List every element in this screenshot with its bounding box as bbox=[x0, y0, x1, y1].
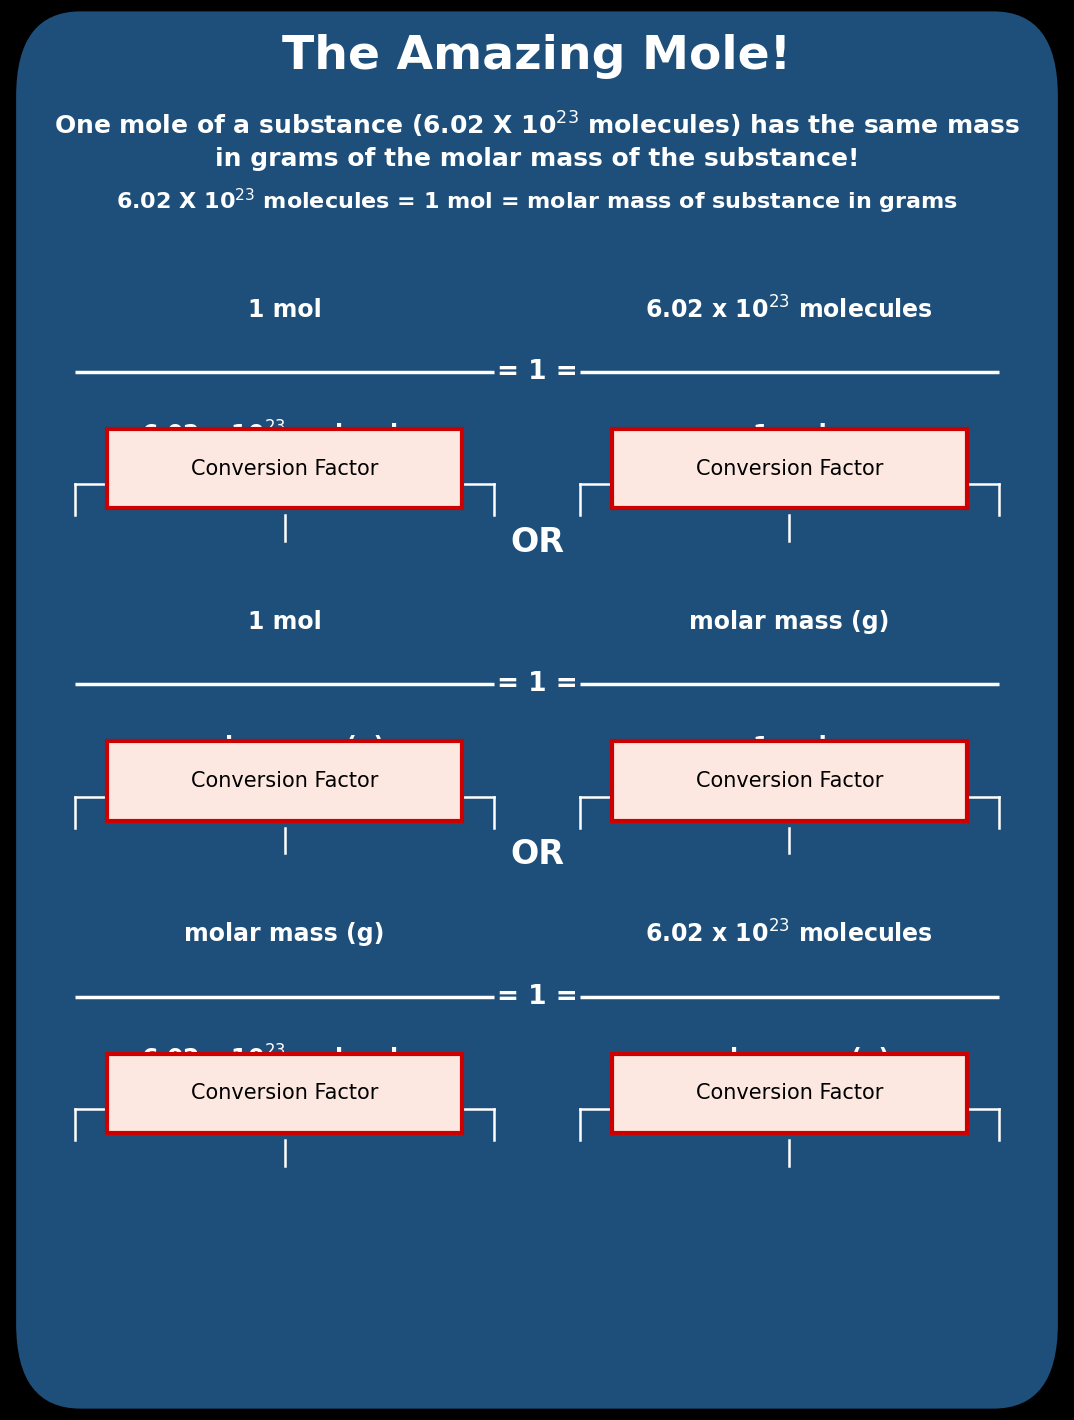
Text: = 1 =: = 1 = bbox=[496, 672, 578, 697]
Text: 6.02 x 10$^{23}$ molecules: 6.02 x 10$^{23}$ molecules bbox=[645, 920, 933, 949]
Text: Conversion Factor: Conversion Factor bbox=[191, 459, 378, 479]
FancyBboxPatch shape bbox=[612, 429, 967, 508]
Text: molar mass (g): molar mass (g) bbox=[185, 736, 384, 758]
Text: The Amazing Mole!: The Amazing Mole! bbox=[282, 34, 792, 80]
Text: 6.02 x 10$^{23}$ molecules: 6.02 x 10$^{23}$ molecules bbox=[141, 420, 429, 449]
Text: 6.02 X 10$^{23}$ molecules = 1 mol = molar mass of substance in grams: 6.02 X 10$^{23}$ molecules = 1 mol = mol… bbox=[116, 187, 958, 216]
FancyBboxPatch shape bbox=[107, 429, 462, 508]
FancyBboxPatch shape bbox=[107, 741, 462, 821]
FancyBboxPatch shape bbox=[107, 1054, 462, 1133]
Text: OR: OR bbox=[510, 838, 564, 872]
Text: OR: OR bbox=[510, 525, 564, 559]
FancyBboxPatch shape bbox=[612, 1054, 967, 1133]
Text: in grams of the molar mass of the substance!: in grams of the molar mass of the substa… bbox=[215, 148, 859, 170]
Text: 6.02 x 10$^{23}$ molecules: 6.02 x 10$^{23}$ molecules bbox=[141, 1045, 429, 1074]
Text: Conversion Factor: Conversion Factor bbox=[191, 771, 378, 791]
Text: = 1 =: = 1 = bbox=[496, 984, 578, 1010]
Text: Conversion Factor: Conversion Factor bbox=[696, 1083, 883, 1103]
Text: molar mass (g): molar mass (g) bbox=[690, 1048, 889, 1071]
FancyBboxPatch shape bbox=[16, 11, 1058, 1409]
Text: molar mass (g): molar mass (g) bbox=[690, 611, 889, 633]
Text: 1 mol: 1 mol bbox=[753, 423, 826, 446]
Text: molar mass (g): molar mass (g) bbox=[185, 923, 384, 946]
FancyBboxPatch shape bbox=[612, 741, 967, 821]
Text: Conversion Factor: Conversion Factor bbox=[696, 459, 883, 479]
Text: Conversion Factor: Conversion Factor bbox=[191, 1083, 378, 1103]
Text: Conversion Factor: Conversion Factor bbox=[696, 771, 883, 791]
Text: 1 mol: 1 mol bbox=[248, 611, 321, 633]
Text: = 1 =: = 1 = bbox=[496, 359, 578, 385]
Text: 1 mol: 1 mol bbox=[248, 298, 321, 321]
Text: One mole of a substance (6.02 X 10$^{23}$ molecules) has the same mass: One mole of a substance (6.02 X 10$^{23}… bbox=[54, 109, 1020, 141]
Text: 6.02 x 10$^{23}$ molecules: 6.02 x 10$^{23}$ molecules bbox=[645, 295, 933, 324]
Text: 1 mol: 1 mol bbox=[753, 736, 826, 758]
